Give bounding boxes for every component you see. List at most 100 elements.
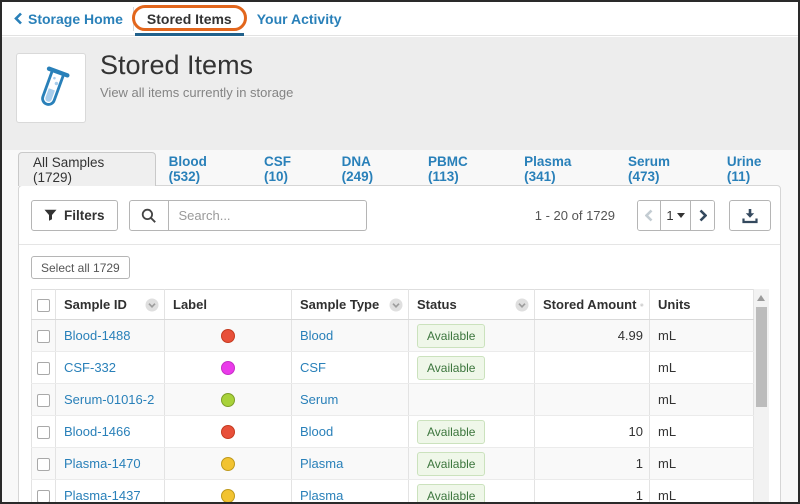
chevron-right-icon [699, 209, 707, 222]
tab-urine-11[interactable]: Urine (11) [726, 153, 762, 184]
sample-type-link[interactable]: CSF [300, 360, 326, 375]
stored-amount-value: 4.99 [534, 319, 650, 352]
tab-pbmc-113[interactable]: PBMC (113) [428, 153, 468, 184]
column-header-sample-type[interactable]: Sample Type [291, 289, 409, 320]
search-group [128, 200, 367, 231]
label-color-dot [221, 393, 235, 408]
stored-items-tab-label: Stored Items [146, 10, 232, 27]
select-all-button[interactable]: Select all 1729 [31, 256, 130, 279]
table-row: Serum-01016-2 Serum mL [31, 383, 754, 416]
units-value: mL [649, 415, 754, 448]
column-header-stored-amount[interactable]: Stored Amount [534, 289, 650, 320]
main-content: All Samples (1729) Blood (532) CSF (10) DNA… [2, 150, 798, 502]
table-row: Plasma-1437 Plasma Available 1 mL [31, 479, 754, 502]
stored-amount-value: 10 [534, 415, 650, 448]
status-badge: Available [417, 419, 486, 444]
tab-stored-items[interactable]: Stored Items [131, 2, 247, 36]
tab-plasma-341[interactable]: Plasma (341) [524, 153, 572, 184]
row-checkbox[interactable] [37, 362, 50, 376]
sample-id-link[interactable]: Blood-1488 [64, 328, 131, 343]
sample-type-link[interactable]: Serum [300, 392, 339, 407]
sort-chevron-icon [640, 302, 644, 307]
stored-amount-value [534, 351, 650, 384]
page-title: Stored Items [100, 50, 254, 80]
sample-type-link[interactable]: Blood [300, 424, 334, 439]
tab-blood-532[interactable]: Blood (532) [168, 153, 207, 184]
filters-button[interactable]: Filters [31, 200, 118, 231]
column-header-sample-id[interactable]: Sample ID [55, 289, 165, 320]
sample-id-link[interactable]: Plasma-1470 [64, 456, 141, 471]
sample-id-link[interactable]: Blood-1466 [64, 424, 131, 439]
row-checkbox[interactable] [37, 490, 50, 502]
next-page-button[interactable] [691, 201, 714, 230]
storage-home-link[interactable]: Storage Home [14, 11, 123, 27]
sample-id-link[interactable]: Plasma-1437 [64, 488, 141, 502]
stored-amount-value [534, 383, 650, 416]
toolbar-divider [19, 244, 780, 245]
sample-id-link[interactable]: CSF-332 [64, 360, 117, 375]
stored-amount-value: 1 [534, 479, 650, 502]
units-value: mL [649, 383, 754, 416]
samples-panel: Filters 1 - 20 of 1729 [18, 185, 781, 502]
column-header-units[interactable]: Units [649, 289, 754, 320]
sample-type-link[interactable]: Plasma [300, 456, 344, 471]
samples-table-wrap: Sample ID Label Sample Type Status Stored… [31, 289, 780, 502]
sort-chevron-icon [515, 298, 529, 311]
vertical-scrollbar[interactable] [754, 289, 769, 502]
tab-serum-473[interactable]: Serum (473) [628, 153, 671, 184]
status-badge: Available [417, 451, 486, 476]
label-color-dot [221, 361, 235, 376]
table-row: Blood-1466 Blood Available 10 mL [31, 415, 754, 448]
scroll-up-icon[interactable] [757, 295, 765, 301]
status-badge: Available [417, 355, 486, 380]
units-value: mL [649, 479, 754, 502]
column-header-status[interactable]: Status [408, 289, 535, 320]
page-subtitle: View all items currently in storage [100, 85, 294, 100]
select-all-header-cell [31, 289, 56, 320]
search-input[interactable] [168, 200, 367, 231]
tab-your-activity[interactable]: Your Activity [256, 10, 342, 27]
test-tube-icon [41, 66, 70, 106]
current-page-number: 1 [666, 208, 674, 223]
previous-page-button[interactable] [638, 201, 661, 230]
column-label: Stored Amount [543, 297, 637, 312]
row-checkbox[interactable] [37, 330, 50, 344]
storage-home-label: Storage Home [28, 10, 123, 27]
tab-all-samples-1729[interactable]: All Samples (1729) [18, 152, 156, 186]
filter-funnel-icon [44, 209, 57, 221]
column-header-label[interactable]: Label [164, 289, 292, 320]
row-checkbox[interactable] [37, 458, 50, 472]
caret-down-icon [676, 213, 685, 218]
column-label: Label [173, 297, 207, 312]
label-color-dot [221, 329, 235, 344]
pagination-group: 1 [637, 200, 715, 231]
units-value: mL [649, 319, 754, 352]
chevron-left-icon [645, 209, 653, 222]
export-button[interactable] [729, 200, 771, 231]
select-page-checkbox[interactable] [37, 299, 50, 313]
stored-amount-value: 1 [534, 447, 650, 480]
units-value: mL [649, 351, 754, 384]
sample-id-link[interactable]: Serum-01016-2 [64, 392, 155, 407]
status-badge: Available [417, 323, 486, 348]
tab-dna-249[interactable]: DNA (249) [341, 153, 374, 184]
scrollbar-thumb[interactable] [756, 307, 767, 407]
sample-type-link[interactable]: Plasma [300, 488, 344, 502]
search-button[interactable] [128, 200, 169, 231]
tab-csf-10[interactable]: CSF (10) [263, 153, 291, 184]
label-color-dot [221, 425, 235, 440]
table-header-row: Sample ID Label Sample Type Status Stored… [31, 289, 754, 320]
sort-chevron-icon [389, 298, 403, 311]
label-color-dot [221, 457, 235, 472]
chevron-left-icon [14, 12, 22, 25]
page-selector-dropdown[interactable]: 1 [661, 201, 691, 230]
search-icon [141, 208, 156, 223]
row-checkbox[interactable] [37, 394, 50, 408]
storage-icon-card [16, 53, 86, 123]
row-checkbox[interactable] [37, 426, 50, 440]
download-icon [742, 208, 758, 223]
label-color-dot [221, 489, 235, 502]
sample-type-link[interactable]: Blood [300, 328, 334, 343]
column-label: Sample ID [64, 297, 127, 312]
sample-type-tabs: All Samples (1729) Blood (532) CSF (10) DNA… [2, 150, 798, 186]
